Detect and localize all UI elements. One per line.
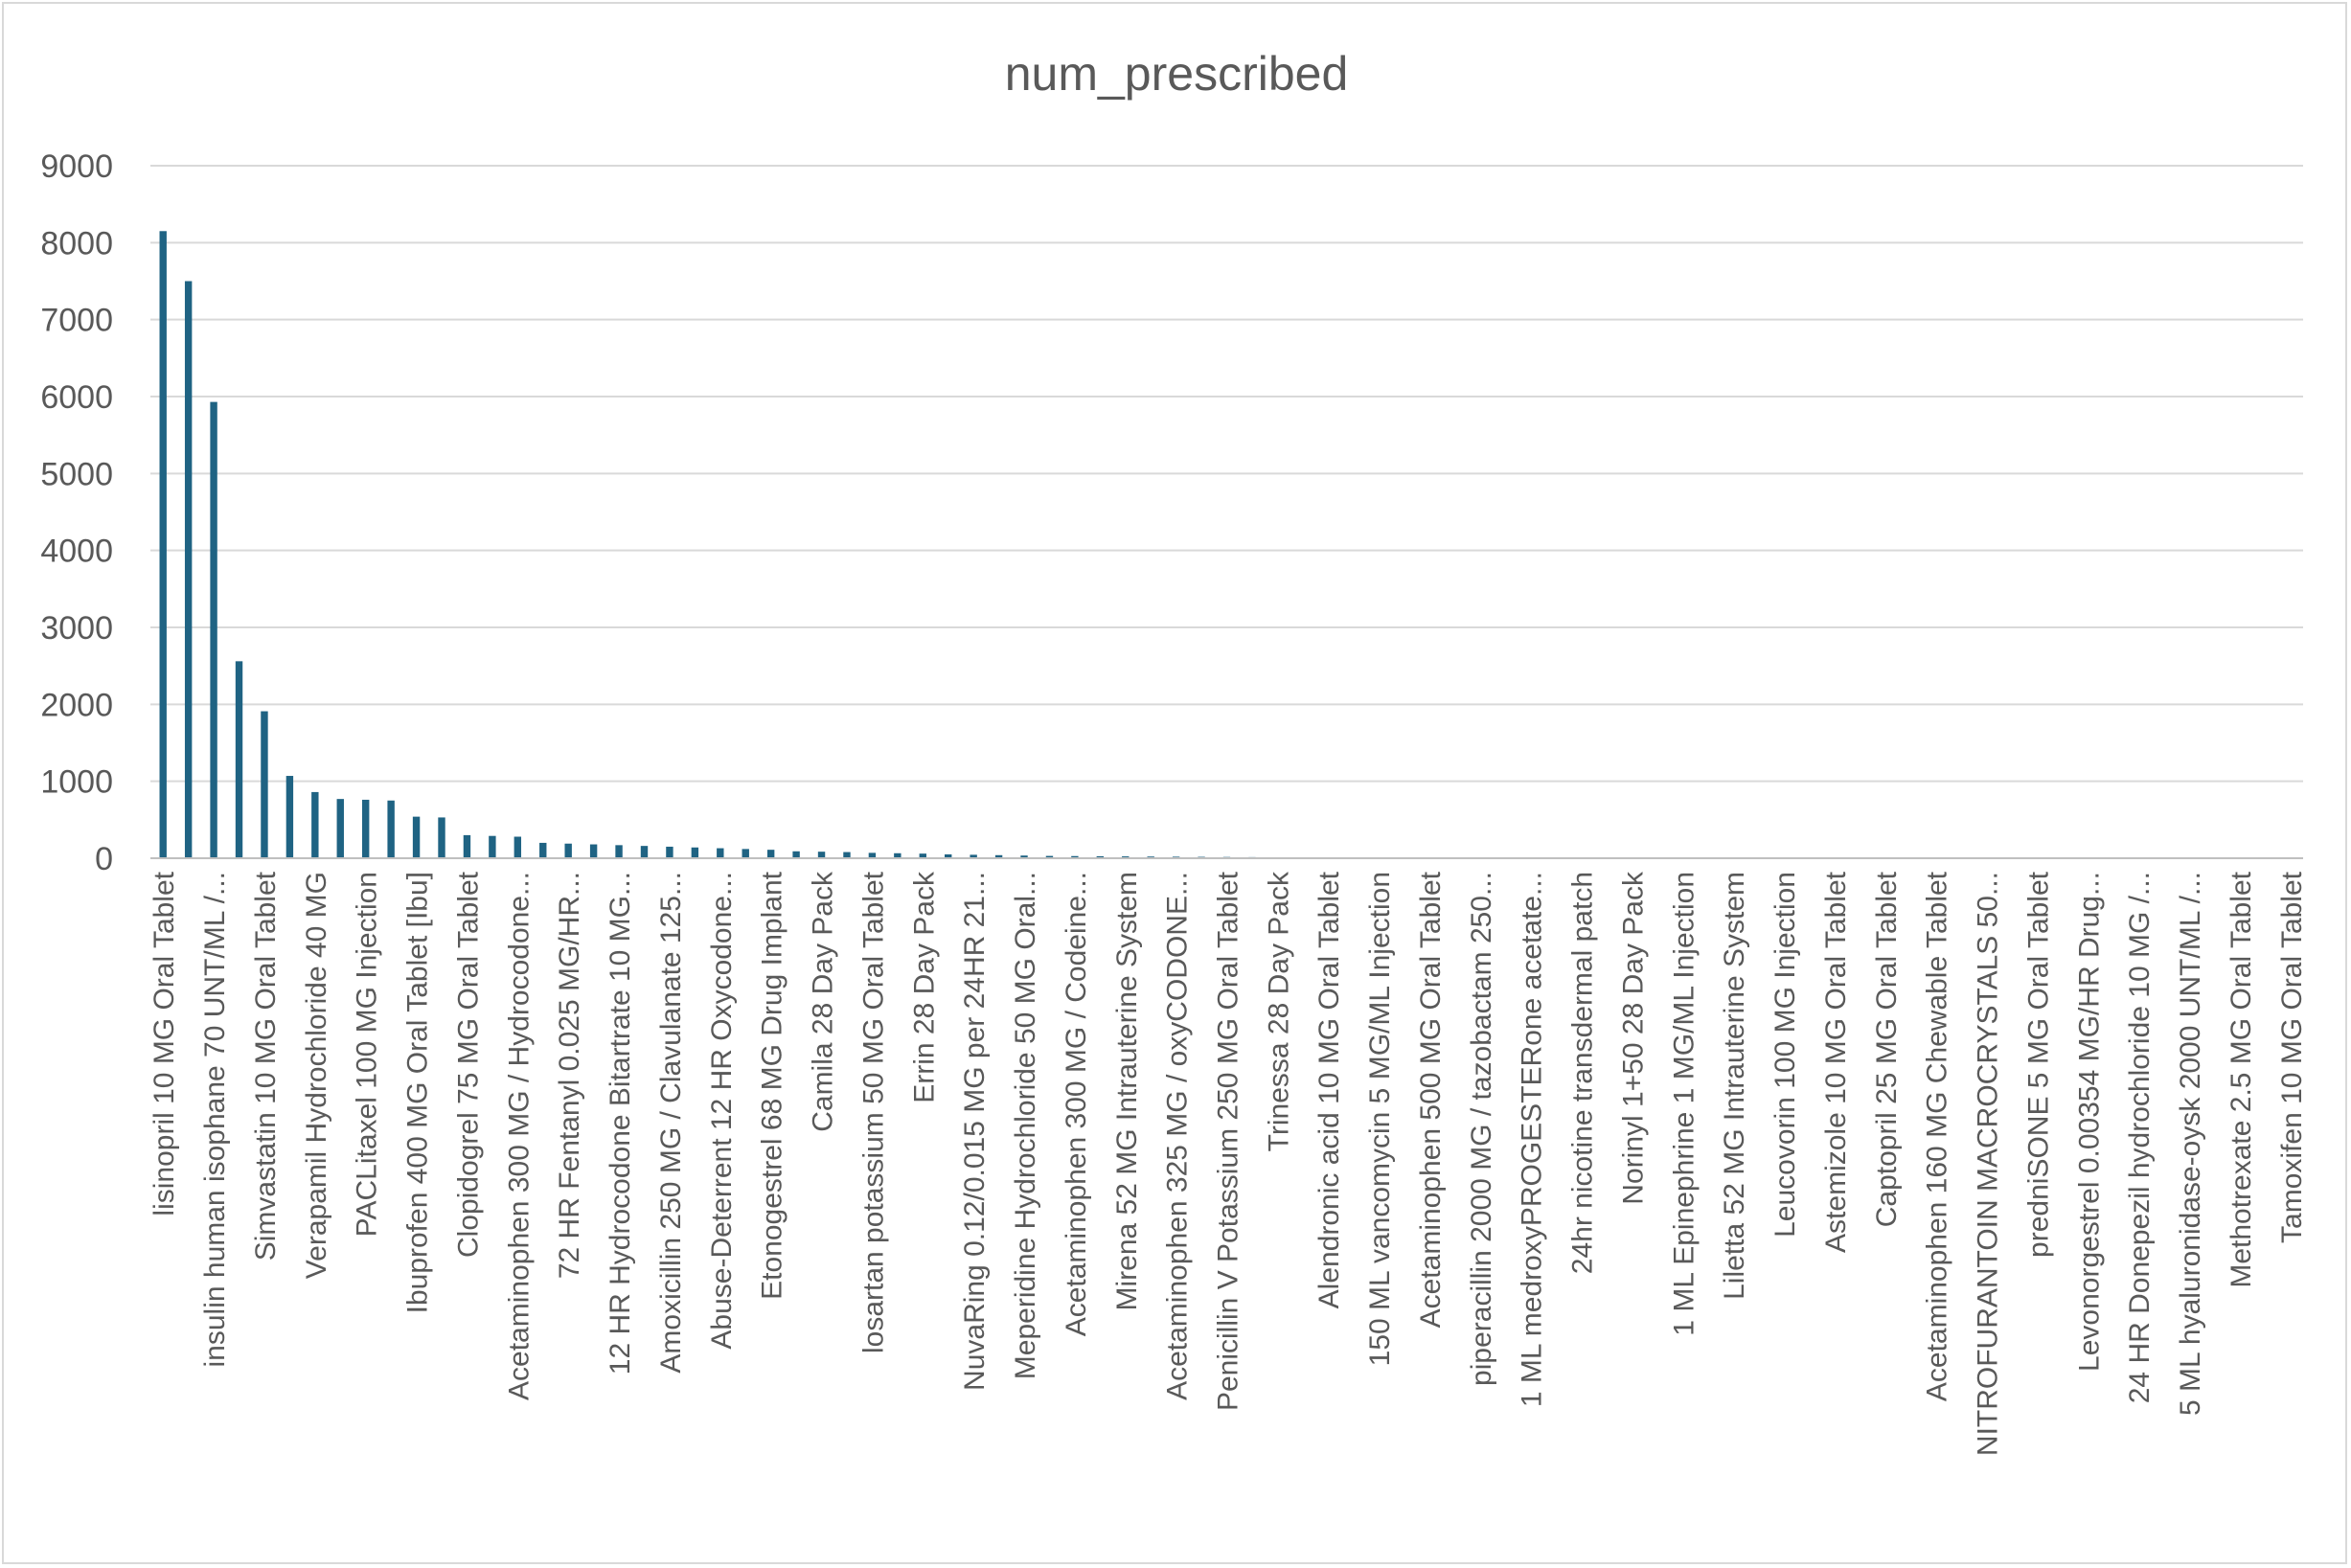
bar — [615, 845, 623, 858]
x-tick-label: insulin human isophane 70 UNT/ML /... — [199, 872, 231, 1368]
x-tick-label: Meperidine Hydrochloride 50 MG Oral... — [1010, 872, 1041, 1379]
x-tick-label: Captopril 25 MG Oral Tablet — [1871, 871, 1903, 1227]
y-tick-label: 9000 — [40, 148, 113, 185]
y-tick-label: 0 — [95, 841, 113, 877]
x-tick-label: Levonorgestrel 0.00354 MG/HR Drug... — [2073, 872, 2105, 1372]
x-tick-label: 1 ML medroxyPROGESTERone acetate... — [1517, 872, 1548, 1407]
x-tick-label: Camila 28 Day Pack — [808, 871, 839, 1132]
bar — [742, 849, 749, 858]
chart-title: num_prescribed — [1005, 47, 1349, 101]
bar — [539, 842, 547, 858]
bar — [640, 846, 649, 858]
x-tick-label: Acetaminophen 160 MG Chewable Tablet — [1922, 871, 1953, 1401]
x-tick-label: NuvaRing 0.12/0.015 MG per 24HR 21... — [959, 872, 991, 1391]
x-tick-label: 24 HR Donepezil hydrochloride 10 MG /... — [2124, 872, 2156, 1403]
x-tick-label: lisinopril 10 MG Oral Tablet — [148, 871, 180, 1216]
x-tick-label: Trinessa 28 Day Pack — [1263, 871, 1294, 1151]
y-axis-ticks: 0 1000 2000 3000 4000 5000 6000 7000 8000 9000 — [40, 148, 113, 877]
bar — [311, 791, 319, 858]
x-tick-label: Amoxicillin 250 MG / Clavulanate 125... — [655, 872, 687, 1374]
bar — [919, 853, 926, 858]
x-tick-label: Abuse-Deterrent 12 HR Oxycodone... — [706, 872, 738, 1350]
y-tick-label: 4000 — [40, 534, 113, 570]
x-tick-label: 12 HR Hydrocodone Bitartrate 10 MG... — [605, 872, 636, 1375]
x-tick-label: Methotrexate 2.5 MG Oral Tablet — [2225, 871, 2257, 1287]
bar — [589, 844, 598, 858]
bar-chart: num_prescribed 0 1000 2000 3000 4000 5000 6000… — [40, 47, 2308, 1456]
bar — [489, 835, 496, 858]
bar — [1096, 855, 1105, 858]
y-tick-label: 5000 — [40, 456, 113, 492]
x-tick-label: Leucovorin 100 MG Injection — [1769, 872, 1801, 1238]
bar — [843, 852, 851, 858]
bar — [666, 846, 673, 858]
x-tick-label: Mirena 52 MG Intrauterine System — [1111, 872, 1143, 1311]
bar — [945, 853, 952, 858]
bar — [438, 817, 445, 858]
bar — [792, 851, 800, 858]
x-tick-label: Astemizole 10 MG Oral Tablet — [1820, 871, 1852, 1253]
bar — [387, 800, 395, 858]
x-tick-label: Etonogestrel 68 MG Drug Implant — [757, 871, 788, 1300]
y-tick-label: 3000 — [40, 610, 113, 647]
bar — [1020, 855, 1028, 858]
y-tick-label: 1000 — [40, 764, 113, 801]
bar — [336, 799, 344, 858]
x-axis-ticks: lisinopril 10 MG Oral Tablet insulin huma… — [148, 871, 2308, 1456]
x-tick-label: Acetaminophen 500 MG Oral Tablet — [1415, 871, 1447, 1328]
y-tick-label: 7000 — [40, 303, 113, 339]
x-tick-label: Alendronic acid 10 MG Oral Tablet — [1313, 871, 1345, 1308]
x-tick-label: Liletta 52 MG Intrauterine System — [1719, 872, 1750, 1300]
bar — [361, 799, 370, 858]
bar — [817, 852, 826, 858]
x-tick-label: Verapamil Hydrochloride 40 MG — [301, 872, 332, 1279]
x-tick-label: 72 HR Fentanyl 0.025 MG/HR... — [554, 872, 585, 1279]
x-tick-label: PACLitaxel 100 MG Injection — [352, 872, 383, 1237]
bars — [159, 231, 2294, 859]
y-tick-label: 6000 — [40, 379, 113, 416]
bar — [994, 854, 1003, 858]
x-tick-label: Simvastatin 10 MG Oral Tablet — [250, 871, 282, 1261]
x-tick-label: 24hr nicotine transdermal patch — [1567, 872, 1599, 1274]
bar — [717, 848, 724, 858]
bar — [463, 834, 471, 858]
x-tick-label: Acetaminophen 300 MG / Hydrocodone... — [503, 872, 535, 1400]
bar — [412, 816, 421, 858]
y-tick-label: 2000 — [40, 687, 113, 723]
x-tick-label: Acetaminophen 300 MG / Codeine... — [1061, 872, 1092, 1336]
x-tick-label: Tamoxifen 10 MG Oral Tablet — [2276, 871, 2308, 1243]
x-tick-label: Clopidogrel 75 MG Oral Tablet — [452, 871, 484, 1258]
x-tick-label: Acetaminophen 325 MG / oxyCODONE... — [1162, 872, 1194, 1400]
x-tick-label: 5 ML hyaluronidase-oysk 2000 UNT/ML /... — [2175, 872, 2206, 1416]
x-tick-label: predniSONE 5 MG Oral Tablet — [2022, 871, 2054, 1258]
bar — [1071, 855, 1079, 858]
gridlines — [150, 165, 2303, 783]
bar — [894, 852, 902, 858]
bar — [691, 847, 699, 858]
bar — [285, 776, 294, 858]
x-tick-label: 1 ML Epinephrine 1 MG/ML Injection — [1668, 872, 1700, 1336]
bar — [564, 843, 572, 858]
bar — [210, 401, 217, 858]
bar — [184, 281, 193, 858]
bar — [868, 852, 877, 858]
bar — [235, 661, 243, 858]
x-tick-label: piperacillin 2000 MG / tazobactam 250... — [1466, 872, 1497, 1386]
y-tick-label: 8000 — [40, 225, 113, 261]
x-tick-label: losartan potassium 50 MG Oral Tablet — [857, 871, 889, 1353]
bar — [970, 854, 977, 858]
x-tick-label: Norinyl 1+50 28 Day Pack — [1617, 871, 1649, 1205]
bar — [514, 836, 522, 858]
x-tick-label: Penicillin V Potassium 250 MG Oral Table… — [1213, 871, 1244, 1411]
bar — [1045, 855, 1054, 858]
bar — [766, 850, 775, 858]
x-tick-label: Errin 28 Day Pack — [908, 871, 940, 1103]
x-tick-label: NITROFURANTOIN MACROCRYSTALS 50... — [1973, 872, 2004, 1456]
x-tick-label: Ibuprofen 400 MG Oral Tablet [Ibu] — [402, 872, 434, 1313]
x-tick-label: 150 ML vancomycin 5 MG/ML Injection — [1364, 872, 1396, 1366]
bar — [261, 711, 268, 858]
bar — [159, 231, 167, 859]
